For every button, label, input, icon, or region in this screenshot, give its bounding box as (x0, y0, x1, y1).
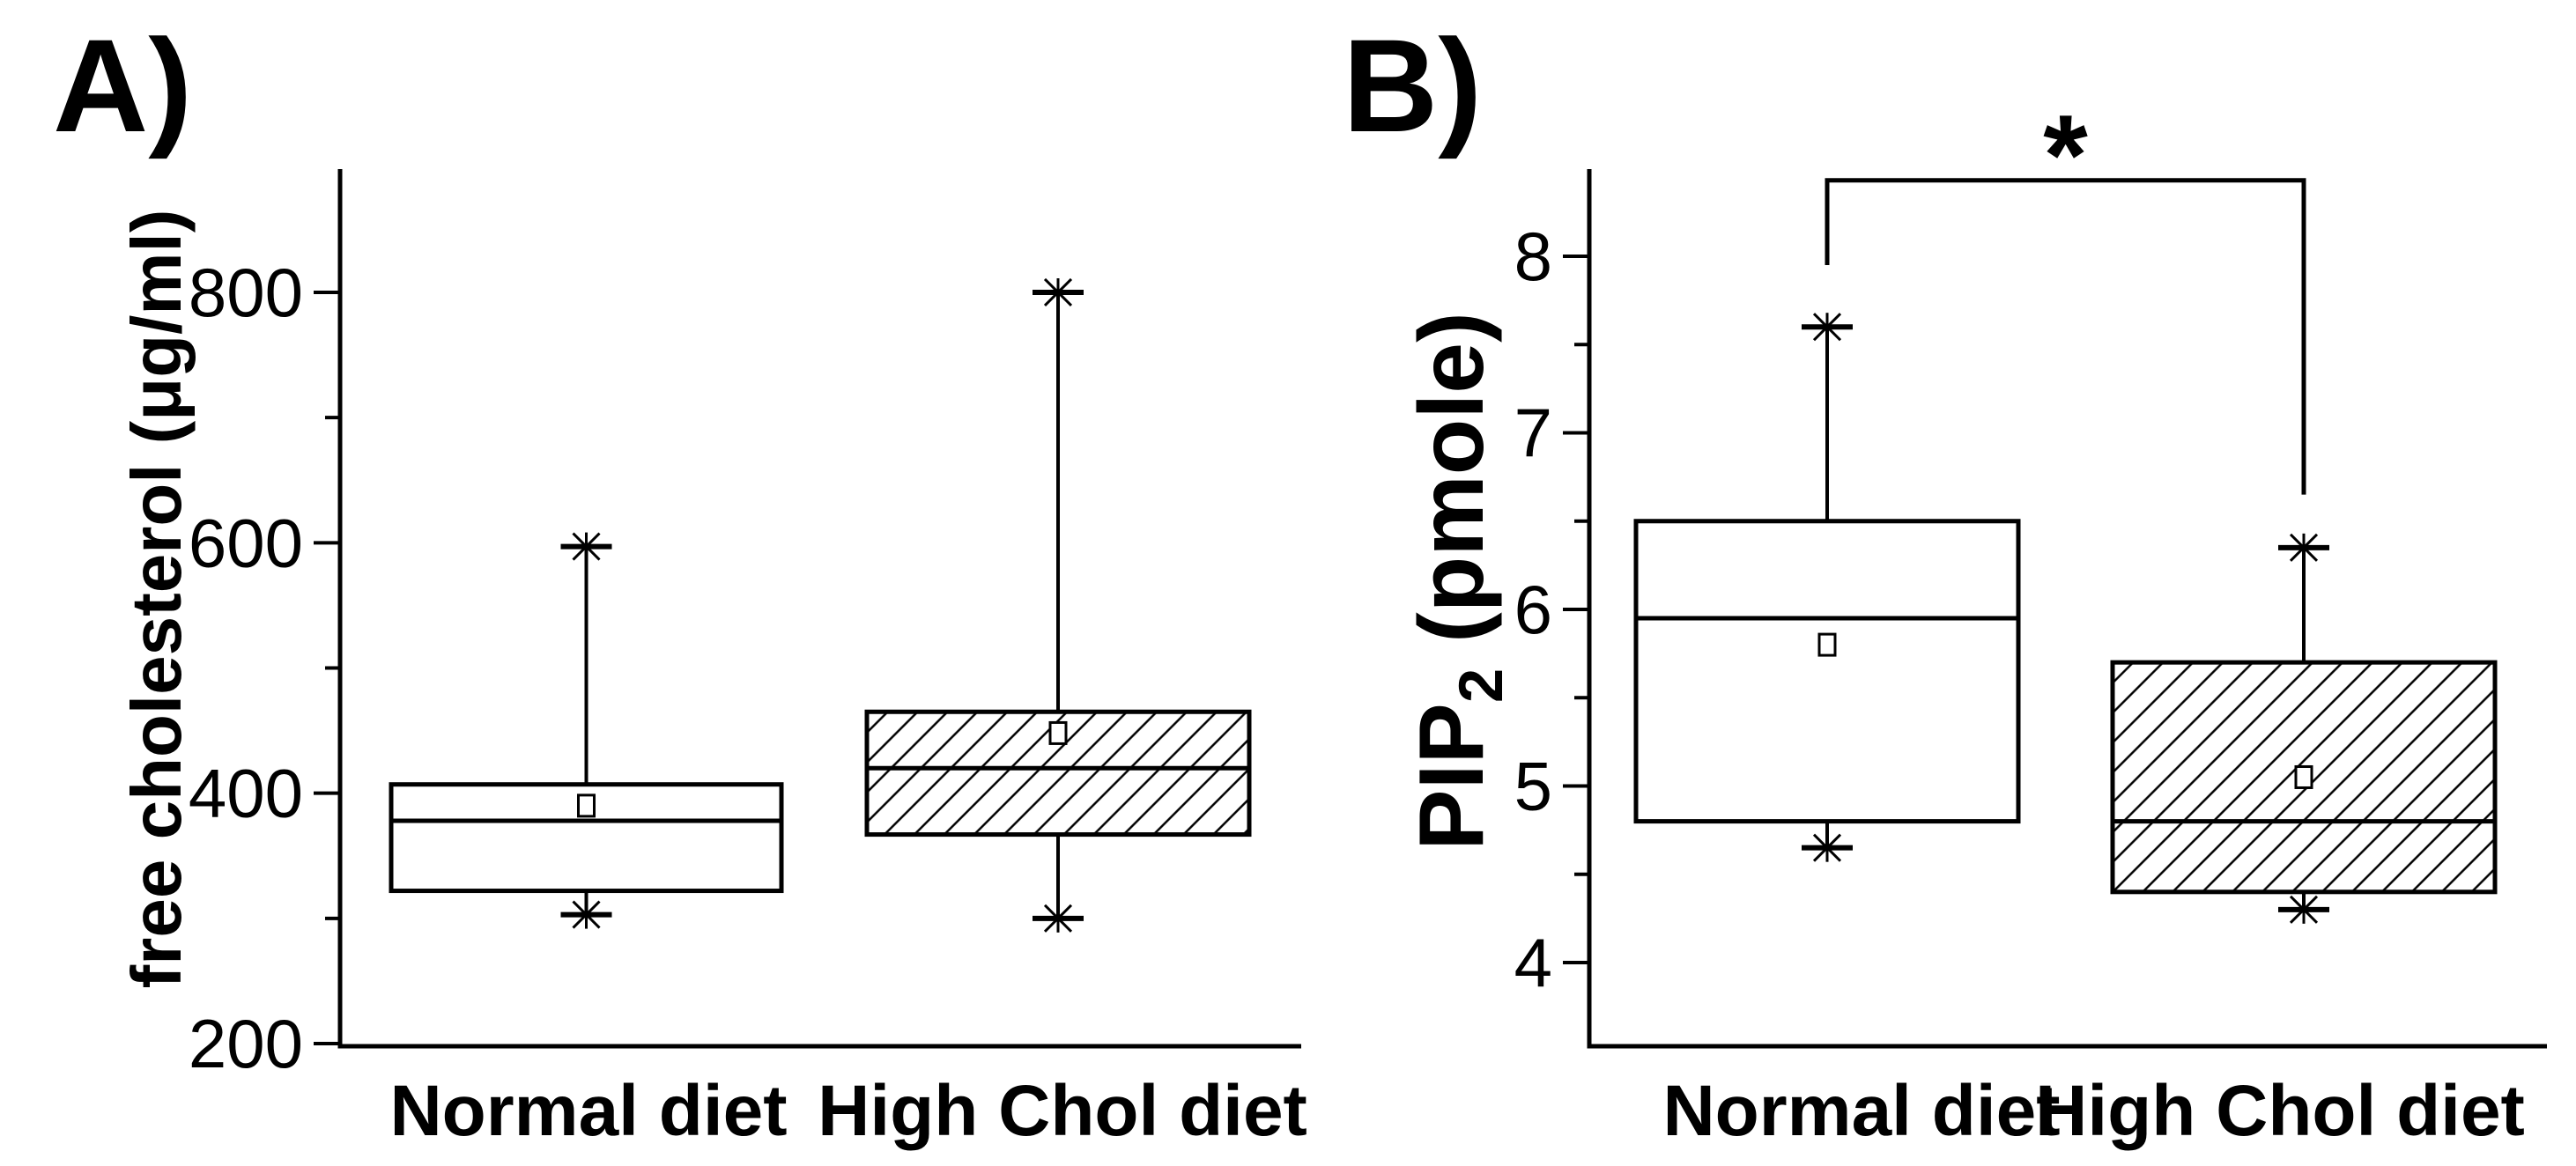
panel-a-letter: A) (53, 11, 193, 159)
box-group-normal-diet (1633, 313, 2021, 862)
whisker-star-marker (1043, 904, 1073, 933)
panel-b: 4 5 6 7 8 * (1514, 91, 2547, 1049)
star-diagonal (1812, 313, 1842, 342)
x-category-label-b-normal-diet: Normal diet (1662, 1071, 2061, 1151)
y-tick-label: 8 (1514, 218, 1552, 295)
star-diagonal (572, 532, 601, 561)
pip-label-main: PIP (1401, 703, 1503, 851)
whisker-star-marker (572, 532, 601, 561)
whisker-star-marker (1812, 313, 1842, 342)
pip-label-unit: (pmole) (1401, 312, 1503, 668)
y-tick-label: 800 (189, 254, 303, 331)
box-group-high-chol-diet (864, 277, 1252, 933)
star-diagonal (572, 900, 601, 929)
box-group-normal-diet (389, 532, 784, 929)
x-category-label-a-high-chol-diet: High Chol diet (818, 1071, 1307, 1151)
significance-bracket (1825, 178, 2306, 495)
mean-marker (577, 793, 596, 818)
panel-b-letter: B) (1343, 11, 1483, 159)
y-tick-label: 4 (1514, 924, 1552, 1001)
whisker-star-marker (1812, 833, 1842, 862)
mean-marker (2294, 764, 2313, 789)
pip-label-subscript: 2 (1445, 668, 1515, 704)
panel-a-y-axis-title: free cholesterol (μg/ml) (117, 209, 196, 989)
mean-marker (1048, 720, 1068, 745)
y-tick-label: 6 (1514, 571, 1552, 648)
y-tick-label: 600 (189, 504, 303, 581)
box-rect (1633, 519, 2021, 824)
whisker-star-marker (2289, 895, 2319, 924)
y-tick-label: 200 (189, 1005, 303, 1082)
star-diagonal (2289, 533, 2319, 562)
x-category-label-a-normal-diet: Normal diet (389, 1071, 788, 1151)
star-diagonal (1043, 277, 1073, 307)
x-category-label-b-high-chol-diet: High Chol diet (2035, 1071, 2525, 1151)
star-diagonal (1812, 833, 1842, 862)
star-diagonal (2289, 895, 2319, 924)
significance-asterisk: * (2043, 91, 2088, 219)
star-diagonal (1043, 904, 1073, 933)
y-tick-label: 7 (1514, 395, 1552, 472)
panel-b-y-axis-title: PIP2 (pmole) (1401, 229, 1515, 934)
whisker-star-marker (1043, 277, 1073, 307)
y-tick-label: 400 (189, 755, 303, 832)
mean-marker (1817, 632, 1837, 657)
whisker-star-marker (2289, 533, 2319, 562)
box-group-high-chol-diet (2110, 533, 2498, 924)
y-tick-label: 5 (1514, 748, 1552, 825)
whisker-star-marker (572, 900, 601, 929)
panel-a: 200 400 600 800 (189, 169, 1301, 1082)
